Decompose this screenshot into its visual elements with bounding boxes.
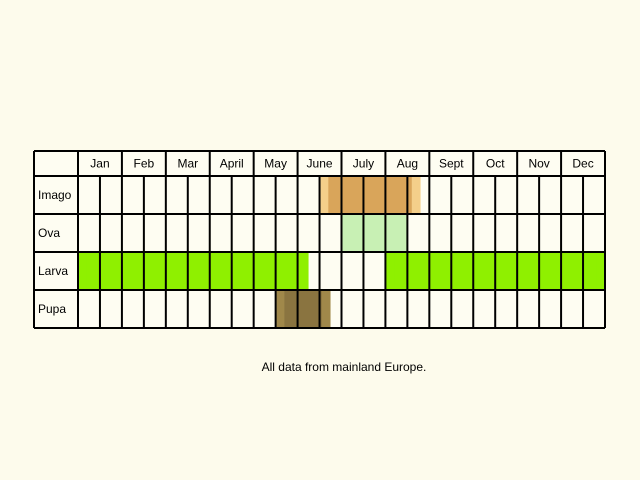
row-label-pupa: Pupa bbox=[38, 302, 66, 316]
month-label-aug: Aug bbox=[397, 157, 418, 171]
month-label-july: July bbox=[353, 157, 374, 171]
month-label-may: May bbox=[264, 157, 287, 171]
month-label-feb: Feb bbox=[134, 157, 155, 171]
month-label-jan: Jan bbox=[90, 157, 109, 171]
row-label-imago: Imago bbox=[38, 188, 72, 202]
period-bar-pupa-0 bbox=[284, 291, 322, 327]
row-label-ova: Ova bbox=[38, 226, 60, 240]
row-label-larva: Larva bbox=[38, 264, 68, 278]
period-bar-larva-0 bbox=[86, 253, 300, 289]
month-label-june: June bbox=[307, 157, 333, 171]
period-bar-ova-0 bbox=[350, 215, 399, 251]
month-label-dec: Dec bbox=[572, 157, 593, 171]
month-label-april: April bbox=[220, 157, 244, 171]
month-label-nov: Nov bbox=[528, 157, 549, 171]
month-label-sept: Sept bbox=[439, 157, 464, 171]
month-label-oct: Oct bbox=[486, 157, 505, 171]
month-label-mar: Mar bbox=[177, 157, 198, 171]
footnote: All data from mainland Europe. bbox=[261, 360, 427, 374]
